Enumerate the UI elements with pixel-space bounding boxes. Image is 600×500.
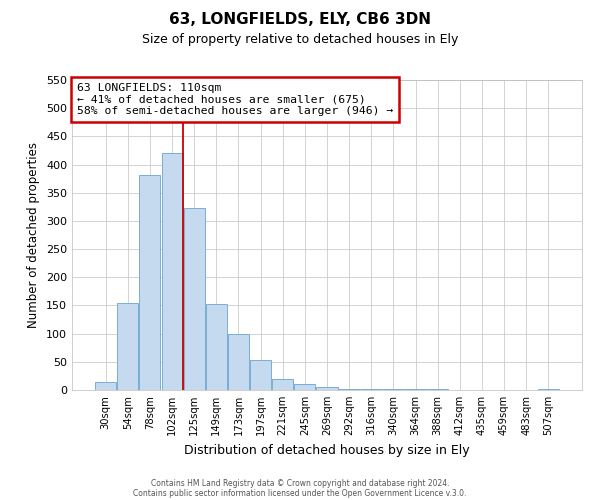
Bar (316, 387, 338, 390)
Bar (250, 360, 271, 390)
Bar (538, 389, 559, 390)
Text: Size of property relative to detached houses in Ely: Size of property relative to detached ho… (142, 32, 458, 46)
X-axis label: Distribution of detached houses by size in Ely: Distribution of detached houses by size … (184, 444, 470, 456)
Bar (139, 174, 160, 390)
Text: 63, LONGFIELDS, ELY, CB6 3DN: 63, LONGFIELDS, ELY, CB6 3DN (169, 12, 431, 28)
Bar (206, 304, 227, 390)
Bar (161, 154, 182, 390)
Bar (272, 378, 293, 390)
Bar (361, 389, 382, 390)
Text: Contains public sector information licensed under the Open Government Licence v.: Contains public sector information licen… (133, 488, 467, 498)
Y-axis label: Number of detached properties: Number of detached properties (28, 142, 40, 328)
Bar (95, 382, 116, 390)
Bar (184, 208, 205, 390)
Bar (295, 384, 316, 390)
Bar (338, 389, 359, 390)
Text: Contains HM Land Registry data © Crown copyright and database right 2024.: Contains HM Land Registry data © Crown c… (151, 478, 449, 488)
Bar (118, 302, 139, 390)
Text: 63 LONGFIELDS: 110sqm
← 41% of detached houses are smaller (675)
58% of semi-det: 63 LONGFIELDS: 110sqm ← 41% of detached … (77, 83, 394, 116)
Bar (228, 334, 249, 390)
